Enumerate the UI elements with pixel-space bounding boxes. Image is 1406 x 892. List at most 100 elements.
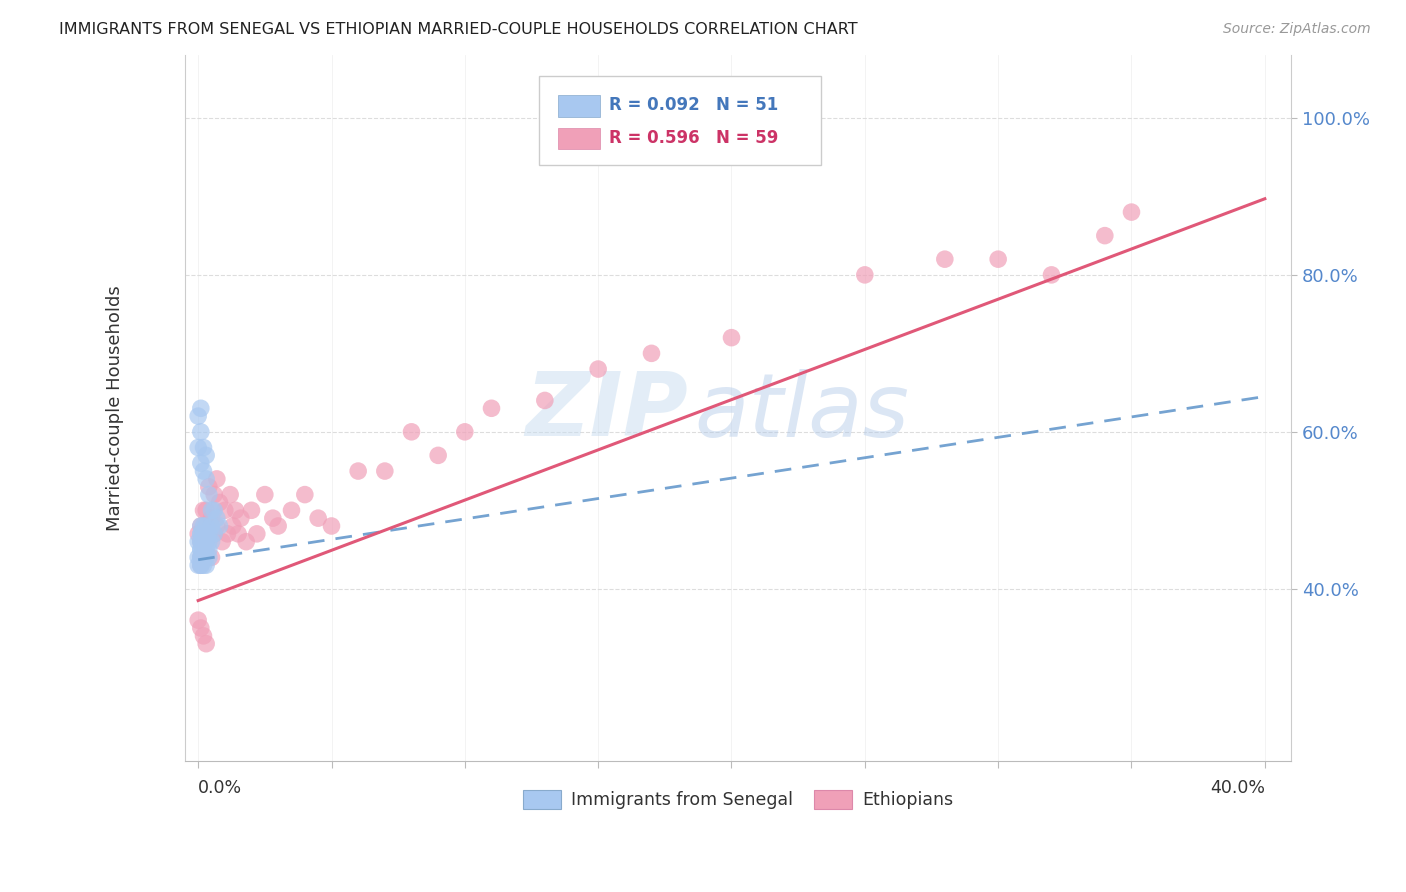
Point bbox=[240, 503, 263, 517]
Point bbox=[195, 449, 218, 463]
Point bbox=[198, 526, 221, 541]
Point bbox=[190, 526, 212, 541]
Point bbox=[198, 480, 221, 494]
Point bbox=[190, 425, 212, 439]
Point bbox=[193, 550, 215, 565]
Bar bbox=[558, 128, 600, 149]
Point bbox=[195, 503, 218, 517]
Point bbox=[193, 534, 215, 549]
Point bbox=[190, 534, 212, 549]
Point bbox=[187, 409, 209, 424]
Point bbox=[202, 503, 225, 517]
Point bbox=[190, 456, 212, 470]
Point bbox=[187, 441, 209, 455]
Point bbox=[208, 495, 231, 509]
Point bbox=[190, 558, 212, 573]
Text: N = 51: N = 51 bbox=[716, 96, 779, 114]
Point bbox=[187, 558, 209, 573]
Point bbox=[195, 519, 218, 533]
Point bbox=[534, 393, 557, 408]
Point bbox=[190, 558, 212, 573]
Point bbox=[190, 401, 212, 416]
Text: ZIP: ZIP bbox=[526, 368, 689, 455]
Point bbox=[187, 526, 209, 541]
Point bbox=[193, 526, 215, 541]
Point bbox=[195, 472, 218, 486]
Point bbox=[481, 401, 503, 416]
Point bbox=[193, 534, 215, 549]
Point bbox=[222, 519, 245, 533]
FancyBboxPatch shape bbox=[538, 77, 821, 165]
Point bbox=[190, 526, 212, 541]
Point bbox=[187, 550, 209, 565]
Point bbox=[195, 637, 218, 651]
Point bbox=[202, 526, 225, 541]
Point bbox=[193, 534, 215, 549]
Point bbox=[208, 519, 231, 533]
Point bbox=[200, 519, 222, 533]
Point bbox=[205, 511, 228, 525]
Point bbox=[195, 558, 218, 573]
Point bbox=[219, 487, 242, 501]
Point bbox=[454, 425, 477, 439]
Point bbox=[193, 558, 215, 573]
Point bbox=[198, 550, 221, 565]
Point bbox=[217, 526, 239, 541]
Point bbox=[190, 550, 212, 565]
Point bbox=[307, 511, 329, 525]
Point bbox=[202, 487, 225, 501]
Point bbox=[200, 550, 222, 565]
Point bbox=[193, 464, 215, 478]
Point bbox=[720, 331, 742, 345]
Text: R = 0.092: R = 0.092 bbox=[609, 96, 699, 114]
Point bbox=[195, 526, 218, 541]
Point bbox=[280, 503, 302, 517]
Point bbox=[401, 425, 423, 439]
Point bbox=[190, 519, 212, 533]
Point bbox=[195, 519, 218, 533]
Bar bbox=[558, 95, 600, 117]
Point bbox=[267, 519, 290, 533]
Text: Source: ZipAtlas.com: Source: ZipAtlas.com bbox=[1223, 22, 1371, 37]
Text: 40.0%: 40.0% bbox=[1209, 779, 1265, 797]
Point bbox=[214, 503, 236, 517]
Text: atlas: atlas bbox=[695, 368, 908, 455]
Point bbox=[193, 542, 215, 557]
Point bbox=[987, 252, 1010, 267]
Point bbox=[853, 268, 876, 282]
Point bbox=[187, 534, 209, 549]
Point bbox=[235, 534, 257, 549]
Point bbox=[200, 511, 222, 525]
Point bbox=[190, 558, 212, 573]
Point bbox=[198, 534, 221, 549]
Text: R = 0.596: R = 0.596 bbox=[609, 128, 699, 147]
Point bbox=[1121, 205, 1143, 219]
Point bbox=[190, 542, 212, 557]
Point bbox=[193, 550, 215, 565]
Text: N = 59: N = 59 bbox=[716, 128, 779, 147]
Point bbox=[374, 464, 396, 478]
Point bbox=[427, 449, 450, 463]
Point bbox=[1040, 268, 1063, 282]
Point bbox=[934, 252, 956, 267]
Point bbox=[294, 487, 316, 501]
Legend: Immigrants from Senegal, Ethiopians: Immigrants from Senegal, Ethiopians bbox=[516, 783, 960, 816]
Point bbox=[190, 550, 212, 565]
Point bbox=[193, 526, 215, 541]
Point bbox=[200, 534, 222, 549]
Point bbox=[321, 519, 343, 533]
Point bbox=[198, 542, 221, 557]
Point bbox=[190, 534, 212, 549]
Point bbox=[193, 629, 215, 643]
Point bbox=[193, 526, 215, 541]
Point bbox=[190, 550, 212, 565]
Point bbox=[193, 550, 215, 565]
Point bbox=[193, 519, 215, 533]
Point bbox=[205, 472, 228, 486]
Point bbox=[262, 511, 284, 525]
Point bbox=[229, 511, 252, 525]
Point bbox=[253, 487, 276, 501]
Point bbox=[224, 503, 246, 517]
Point bbox=[347, 464, 370, 478]
Point bbox=[198, 526, 221, 541]
